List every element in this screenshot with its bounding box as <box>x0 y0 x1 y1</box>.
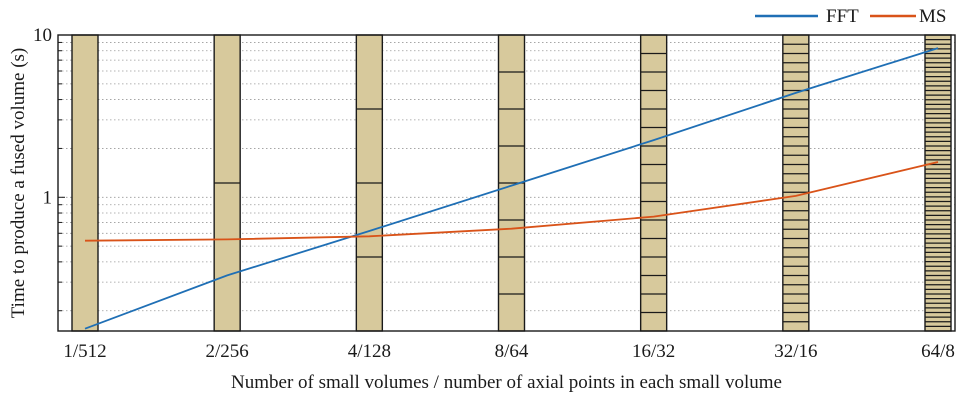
legend-fft-label: FFT <box>826 6 859 27</box>
slice-bar-2-256 <box>213 34 241 332</box>
y-tick-label: 1 <box>43 187 53 208</box>
y-axis-ticks: 1 10 <box>33 25 65 312</box>
legend-ms-label: MS <box>919 6 946 27</box>
slice-bar-32-16 <box>782 34 810 332</box>
x-axis-tick-labels: 1/512 2/256 4/128 8/64 16/32 32/16 64/8 <box>63 341 955 362</box>
series-line-ms <box>84 161 939 242</box>
slice-bar-64-8 <box>924 34 952 332</box>
slice-bar-16-32 <box>639 34 668 332</box>
x-tick-label: 16/32 <box>632 341 675 362</box>
slice-bars <box>71 34 952 332</box>
x-tick-label: 4/128 <box>348 341 391 362</box>
series-line-fft <box>84 47 939 330</box>
x-tick-label: 8/64 <box>495 341 529 362</box>
slice-bar-1-512 <box>71 34 99 332</box>
legend: FFT MS <box>755 6 946 27</box>
slice-bar-body <box>71 34 99 332</box>
x-tick-label: 64/8 <box>921 341 955 362</box>
plot-frame <box>57 34 956 332</box>
x-tick-label: 32/16 <box>774 341 817 362</box>
series-lines <box>84 47 939 330</box>
x-tick-label: 1/512 <box>63 341 106 362</box>
y-tick-label: 10 <box>33 25 52 46</box>
y-axis-title: Time to produce a fused volume (s) <box>8 48 29 319</box>
x-tick-label: 2/256 <box>206 341 249 362</box>
x-axis-title: Number of small volumes / number of axia… <box>231 372 782 393</box>
slice-bar-4-128 <box>355 34 384 332</box>
